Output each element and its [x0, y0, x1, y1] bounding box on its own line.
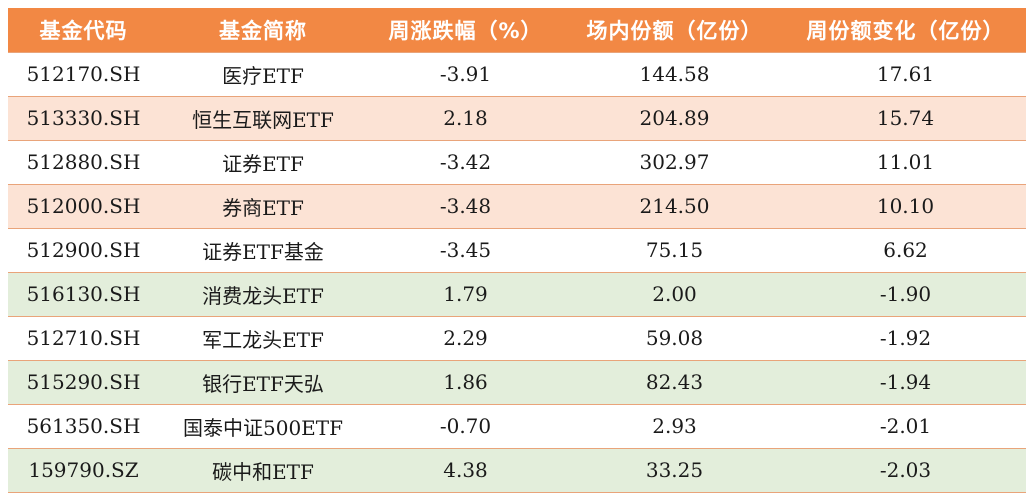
cell-fund-code: 159790.SZ: [8, 447, 159, 493]
cell-weekly-share-change: 11.01: [785, 139, 1026, 184]
cell-weekly-share-change: 6.62: [785, 227, 1026, 272]
cell-fund-name: 碳中和ETF: [159, 447, 367, 493]
cell-onexchange-shares: 82.43: [564, 359, 785, 404]
cell-weekly-change-pct: 1.79: [367, 271, 564, 316]
header-onexchange-shares: 场内份额（亿份）: [586, 18, 763, 43]
cell-weekly-share-change: 17.61: [785, 51, 1026, 96]
cell-weekly-change-pct: -0.70: [367, 403, 564, 448]
cell-weekly-change-pct: 2.18: [367, 95, 564, 140]
cell-weekly-share-change: -2.01: [785, 403, 1026, 448]
table-body: 512170.SH 医疗ETF -3.91 144.58 17.61 51333…: [8, 51, 1026, 493]
table-row: 516130.SH 消费龙头ETF 1.79 2.00 -1.90: [8, 271, 1026, 316]
table-row: 561350.SH 国泰中证500ETF -0.70 2.93 -2.01: [8, 403, 1026, 448]
cell-onexchange-shares: 302.97: [564, 139, 785, 184]
cell-onexchange-shares: 33.25: [564, 447, 785, 493]
table-row: 159790.SZ 碳中和ETF 4.38 33.25 -2.03: [8, 447, 1026, 493]
cell-weekly-share-change: -1.92: [785, 315, 1026, 360]
cell-fund-name: 医疗ETF: [159, 51, 367, 96]
table-row: 512710.SH 军工龙头ETF 2.29 59.08 -1.92: [8, 315, 1026, 360]
cell-weekly-share-change: 10.10: [785, 183, 1026, 228]
etf-share-change-table: 基金代码 基金简称 周涨跌幅（%） 场内份额（亿份） 周份额变化（亿份） 512…: [8, 8, 1026, 493]
cell-fund-code: 512000.SH: [8, 183, 159, 228]
cell-fund-name: 券商ETF: [159, 183, 367, 228]
cell-onexchange-shares: 2.00: [564, 271, 785, 316]
table-header: 基金代码 基金简称 周涨跌幅（%） 场内份额（亿份） 周份额变化（亿份）: [8, 8, 1026, 52]
cell-weekly-change-pct: 2.29: [367, 315, 564, 360]
cell-fund-code: 512710.SH: [8, 315, 159, 360]
cell-weekly-share-change: -2.03: [785, 447, 1026, 493]
cell-fund-code: 512880.SH: [8, 139, 159, 184]
cell-onexchange-shares: 214.50: [564, 183, 785, 228]
table-row: 515290.SH 银行ETF天弘 1.86 82.43 -1.94: [8, 359, 1026, 404]
cell-weekly-share-change: 15.74: [785, 95, 1026, 140]
header-fund-code: 基金代码: [39, 18, 128, 43]
cell-fund-name: 证券ETF: [159, 139, 367, 184]
cell-fund-name: 恒生互联网ETF: [159, 95, 367, 140]
table-row: 512000.SH 券商ETF -3.48 214.50 10.10: [8, 183, 1026, 228]
cell-fund-code: 512900.SH: [8, 227, 159, 272]
cell-onexchange-shares: 59.08: [564, 315, 785, 360]
cell-onexchange-shares: 204.89: [564, 95, 785, 140]
cell-weekly-change-pct: -3.42: [367, 139, 564, 184]
cell-onexchange-shares: 2.93: [564, 403, 785, 448]
cell-weekly-share-change: -1.94: [785, 359, 1026, 404]
cell-fund-code: 516130.SH: [8, 271, 159, 316]
cell-fund-name: 消费龙头ETF: [159, 271, 367, 316]
cell-fund-code: 512170.SH: [8, 51, 159, 96]
cell-fund-code: 561350.SH: [8, 403, 159, 448]
cell-weekly-change-pct: -3.48: [367, 183, 564, 228]
header-fund-name: 基金简称: [219, 18, 307, 43]
cell-onexchange-shares: 75.15: [564, 227, 785, 272]
cell-weekly-change-pct: -3.45: [367, 227, 564, 272]
cell-weekly-change-pct: 1.86: [367, 359, 564, 404]
header-weekly-change-pct: 周涨跌幅（%）: [388, 18, 543, 43]
cell-fund-name: 国泰中证500ETF: [159, 403, 367, 448]
cell-weekly-change-pct: -3.91: [367, 51, 564, 96]
cell-fund-name: 证券ETF基金: [159, 227, 367, 272]
cell-fund-name: 银行ETF天弘: [159, 359, 367, 404]
table-row: 513330.SH 恒生互联网ETF 2.18 204.89 15.74: [8, 95, 1026, 140]
table-row: 512170.SH 医疗ETF -3.91 144.58 17.61: [8, 51, 1026, 96]
cell-fund-code: 513330.SH: [8, 95, 159, 140]
cell-weekly-change-pct: 4.38: [367, 447, 564, 493]
table-row: 512880.SH 证券ETF -3.42 302.97 11.01: [8, 139, 1026, 184]
cell-fund-name: 军工龙头ETF: [159, 315, 367, 360]
header-row: 基金代码 基金简称 周涨跌幅（%） 场内份额（亿份） 周份额变化（亿份）: [8, 8, 1026, 52]
header-weekly-share-change: 周份额变化（亿份）: [806, 18, 1005, 43]
table-row: 512900.SH 证券ETF基金 -3.45 75.15 6.62: [8, 227, 1026, 272]
cell-weekly-share-change: -1.90: [785, 271, 1026, 316]
cell-onexchange-shares: 144.58: [564, 51, 785, 96]
cell-fund-code: 515290.SH: [8, 359, 159, 404]
